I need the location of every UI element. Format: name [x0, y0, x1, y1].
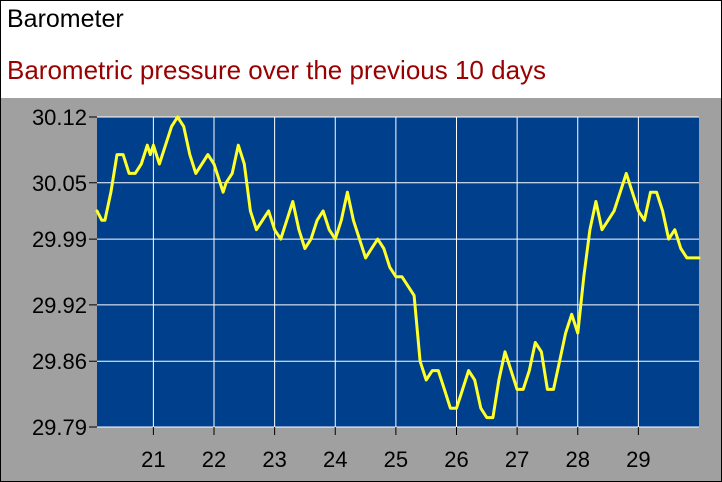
x-tick-label: 26 [444, 447, 468, 472]
y-axis-ticks: 29.79 29.86 29.92 29.99 30.05 30.12 [32, 105, 97, 440]
pressure-series-line [95, 115, 701, 420]
plot-area [97, 117, 699, 427]
chart-title: Barometer [7, 5, 124, 33]
x-tick-label: 25 [384, 447, 408, 472]
y-tick-label: 29.79 [32, 415, 87, 440]
chart-subtitle: Barometric pressure over the previous 10… [7, 55, 547, 85]
y-tick-label: 29.92 [32, 293, 87, 318]
y-tick-label: 30.12 [32, 105, 87, 130]
x-tick-label: 28 [566, 447, 590, 472]
x-tick-label: 22 [202, 447, 226, 472]
x-tick-label: 29 [626, 447, 650, 472]
y-tick-label: 29.86 [32, 349, 87, 374]
x-tick-label: 21 [141, 447, 165, 472]
y-tick-label: 29.99 [32, 227, 87, 252]
x-axis-ticks: 21 22 23 24 25 26 27 28 29 [141, 427, 651, 472]
x-tick-label: 27 [505, 447, 529, 472]
x-tick-label: 24 [323, 447, 347, 472]
series-layer [95, 115, 701, 420]
y-tick-label: 30.05 [32, 171, 87, 196]
x-tick-label: 23 [262, 447, 286, 472]
